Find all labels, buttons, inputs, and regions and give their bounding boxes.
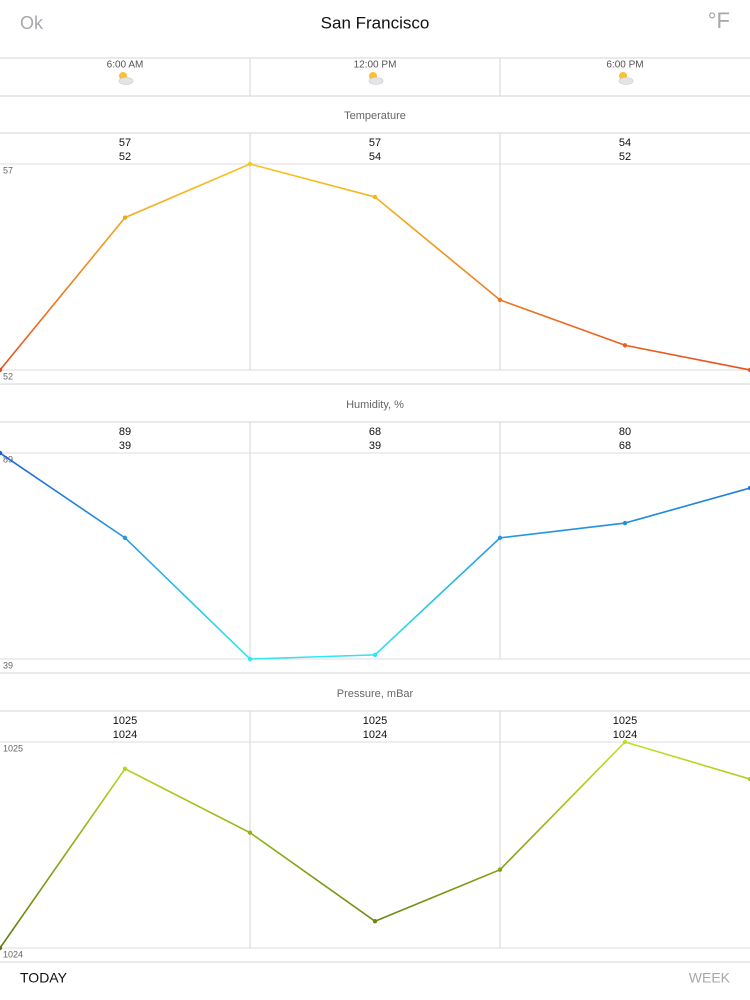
block-low: 52 (619, 151, 631, 163)
block-low: 68 (619, 440, 631, 452)
block-low: 1024 (613, 729, 637, 741)
data-point (122, 766, 128, 771)
data-point (122, 535, 128, 541)
data-point (0, 945, 3, 951)
block-low: 39 (369, 440, 381, 452)
data-point (747, 485, 750, 491)
time-label: 6:00 PM (606, 60, 643, 71)
data-point (497, 297, 503, 303)
unit-button[interactable]: °F (708, 8, 730, 33)
block-high: 1025 (113, 715, 137, 727)
y-tick-label: 1025 (3, 743, 23, 753)
data-point (497, 867, 503, 872)
cloud-icon (118, 77, 134, 85)
data-point (247, 161, 253, 167)
block-high: 1025 (613, 715, 637, 727)
data-point (247, 656, 253, 662)
data-point (122, 215, 128, 220)
y-tick-label: 52 (3, 371, 13, 381)
data-point (497, 535, 503, 541)
data-point (372, 919, 378, 924)
chart-title: Pressure, mBar (337, 688, 414, 700)
data-point (747, 367, 750, 373)
data-point (247, 830, 253, 835)
week-tab[interactable]: WEEK (689, 970, 731, 986)
data-point (0, 450, 3, 456)
chart-title: Humidity, % (346, 399, 404, 411)
block-low: 54 (369, 151, 381, 163)
data-point (372, 652, 378, 658)
time-label: 6:00 AM (107, 60, 144, 71)
cloud-icon (368, 77, 384, 85)
chart-title: Temperature (344, 110, 406, 122)
block-high: 68 (369, 426, 381, 438)
block-high: 80 (619, 426, 631, 438)
city-title: San Francisco (321, 13, 430, 32)
ok-button[interactable]: Ok (20, 13, 44, 33)
block-low: 1024 (363, 729, 387, 741)
data-point (622, 343, 628, 348)
block-high: 57 (119, 137, 131, 149)
data-point (0, 367, 3, 373)
data-point (372, 194, 378, 200)
block-low: 52 (119, 151, 131, 163)
cloud-icon (618, 77, 634, 85)
y-tick-label: 57 (3, 165, 13, 175)
block-low: 39 (119, 440, 131, 452)
block-high: 54 (619, 137, 631, 149)
data-point (622, 520, 628, 526)
time-label: 12:00 PM (354, 60, 397, 71)
y-tick-label: 1024 (3, 949, 23, 959)
block-low: 1024 (113, 729, 137, 741)
block-high: 57 (369, 137, 381, 149)
today-tab[interactable]: TODAY (20, 970, 68, 986)
block-high: 89 (119, 426, 131, 438)
data-point (622, 739, 628, 745)
y-tick-label: 39 (3, 660, 13, 670)
block-high: 1025 (363, 715, 387, 727)
data-point (747, 776, 750, 782)
